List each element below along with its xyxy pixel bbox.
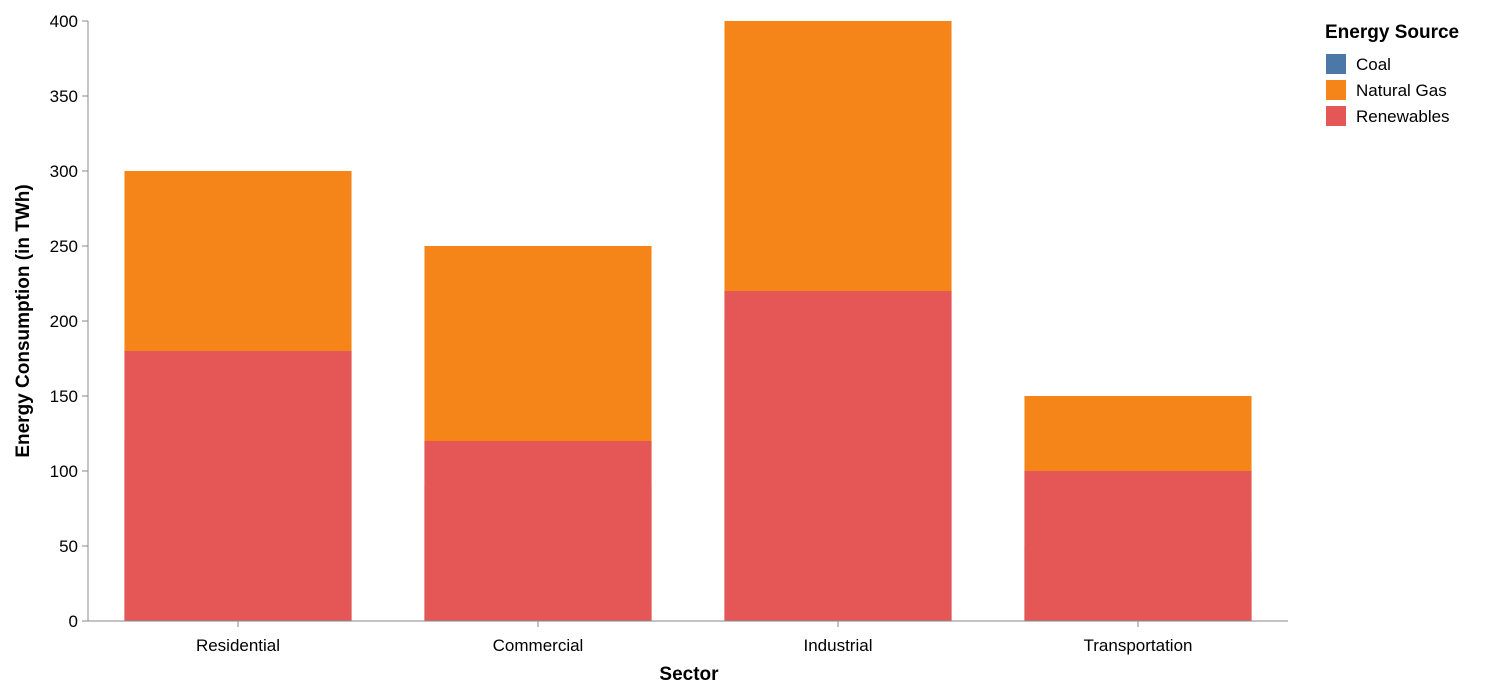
legend-swatch: [1326, 106, 1346, 126]
y-tick-label: 350: [50, 87, 78, 106]
x-tick-label: Transportation: [1084, 636, 1193, 655]
x-tick-label: Commercial: [493, 636, 584, 655]
y-tick-label: 0: [69, 612, 78, 631]
legend-label: Renewables: [1356, 107, 1450, 126]
y-tick-label: 100: [50, 462, 78, 481]
y-tick-label: 150: [50, 387, 78, 406]
y-axis-title: Energy Consumption (in TWh): [13, 184, 34, 457]
legend-swatch: [1326, 54, 1346, 74]
y-tick-label: 400: [50, 12, 78, 31]
bar: [724, 291, 952, 621]
y-tick-label: 200: [50, 312, 78, 331]
x-axis-title: Sector: [659, 664, 719, 685]
x-tick-label: Industrial: [804, 636, 873, 655]
bar: [424, 441, 652, 621]
legend-label: Natural Gas: [1356, 81, 1447, 100]
y-tick-label: 50: [59, 537, 78, 556]
legend-label: Coal: [1356, 55, 1391, 74]
x-tick-label: Residential: [196, 636, 280, 655]
bar: [1024, 471, 1252, 621]
legend-title: Energy Source: [1325, 22, 1459, 43]
legend-swatch: [1326, 80, 1346, 100]
y-tick-label: 300: [50, 162, 78, 181]
y-tick-label: 250: [50, 237, 78, 256]
bar: [124, 351, 352, 621]
